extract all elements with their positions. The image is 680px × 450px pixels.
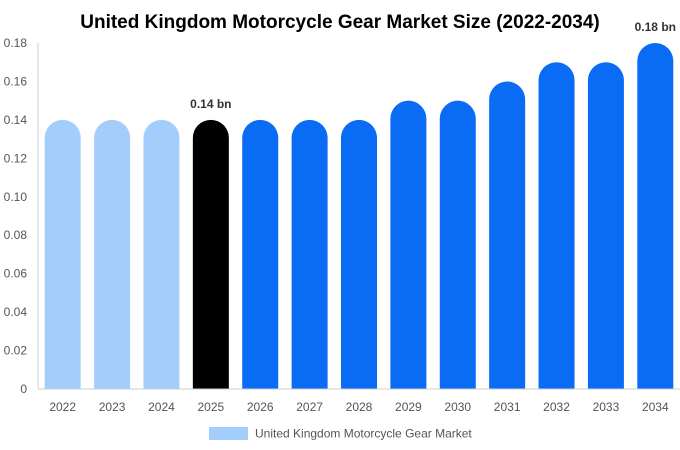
bar-2034[interactable] bbox=[637, 43, 674, 389]
y-tick-label: 0.16 bbox=[4, 74, 28, 88]
bar-2023[interactable] bbox=[94, 119, 131, 389]
bar-2025[interactable] bbox=[192, 119, 229, 389]
y-tick-label: 0.18 bbox=[4, 36, 28, 50]
bar-2024[interactable] bbox=[143, 119, 180, 389]
bar-2031[interactable] bbox=[489, 81, 526, 389]
legend-label: United Kingdom Motorcycle Gear Market bbox=[255, 427, 472, 441]
x-tick-label: 2030 bbox=[444, 400, 471, 414]
x-axis-tick-labels: 2022 2023 2024 2025 2026 2027 2028 2029 2030 2031… bbox=[49, 400, 669, 414]
x-tick-label: 2023 bbox=[99, 400, 126, 414]
y-tick-label: 0.10 bbox=[4, 190, 28, 204]
x-tick-label: 2026 bbox=[247, 400, 274, 414]
bar-2029[interactable] bbox=[390, 100, 427, 389]
bar-2028[interactable] bbox=[341, 119, 377, 389]
chart-title: United Kingdom Motorcycle Gear Market Si… bbox=[80, 12, 600, 33]
bar-2022[interactable] bbox=[44, 119, 81, 389]
bar-2032[interactable] bbox=[538, 62, 575, 389]
x-tick-label: 2025 bbox=[197, 400, 224, 414]
bar-2033[interactable] bbox=[587, 62, 624, 389]
y-tick-label: 0.06 bbox=[4, 267, 28, 281]
y-tick-label: 0.04 bbox=[4, 305, 28, 319]
y-tick-label: 0.12 bbox=[4, 151, 28, 165]
x-tick-label: 2028 bbox=[346, 400, 373, 414]
x-tick-label: 2022 bbox=[49, 400, 76, 414]
x-tick-label: 2024 bbox=[148, 400, 175, 414]
data-label-2034: 0.18 bn bbox=[635, 20, 676, 34]
legend-swatch bbox=[209, 427, 248, 440]
y-tick-label: 0.02 bbox=[4, 344, 28, 358]
y-tick-label: 0.08 bbox=[4, 228, 28, 242]
y-axis-tick-labels: 0 0.02 0.04 0.06 0.08 0.10 0.12 0.14 0.16 0.18 bbox=[4, 36, 28, 396]
data-labels: 0.14 bn 0.18 bn bbox=[190, 20, 676, 111]
x-tick-label: 2033 bbox=[593, 400, 620, 414]
data-label-2025: 0.14 bn bbox=[190, 97, 231, 111]
x-tick-label: 2027 bbox=[296, 400, 323, 414]
legend[interactable]: United Kingdom Motorcycle Gear Market bbox=[209, 427, 472, 441]
x-tick-label: 2032 bbox=[543, 400, 570, 414]
x-tick-label: 2034 bbox=[642, 400, 669, 414]
bars bbox=[44, 43, 674, 389]
bar-2027[interactable] bbox=[291, 119, 328, 389]
y-tick-label: 0 bbox=[20, 382, 27, 396]
bar-2026[interactable] bbox=[242, 119, 279, 389]
bar-2030[interactable] bbox=[439, 100, 476, 389]
x-tick-label: 2029 bbox=[395, 400, 422, 414]
y-tick-label: 0.14 bbox=[4, 113, 28, 127]
x-tick-label: 2031 bbox=[494, 400, 521, 414]
